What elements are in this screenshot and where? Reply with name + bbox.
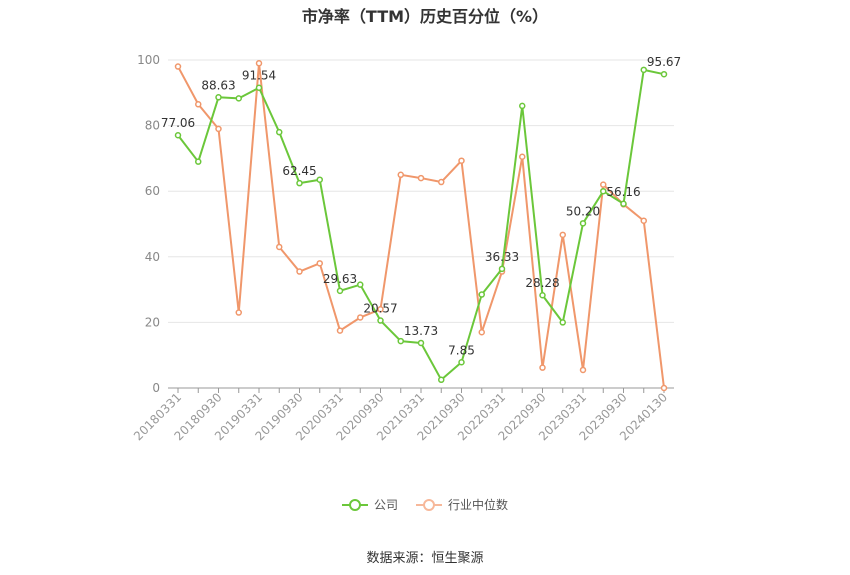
data-point xyxy=(195,158,202,165)
data-point xyxy=(417,339,425,347)
data-point xyxy=(174,131,182,139)
data-point xyxy=(397,337,404,345)
data-label: 88.63 xyxy=(201,78,235,92)
data-label: 28.28 xyxy=(525,276,559,290)
line-chart: 0204060801002018033120180930201903312019… xyxy=(131,53,681,443)
data-point xyxy=(235,95,242,102)
data-point xyxy=(357,281,364,288)
data-point xyxy=(438,178,445,186)
legend-swatch-company xyxy=(341,498,368,512)
y-tick-label: 60 xyxy=(145,184,160,198)
data-label: 29.63 xyxy=(323,272,357,286)
data-label: 91.54 xyxy=(242,69,276,83)
data-point xyxy=(640,217,647,224)
data-point xyxy=(235,309,242,316)
legend-swatch-industry-median xyxy=(416,498,442,512)
data-point xyxy=(539,364,546,371)
data-point xyxy=(498,265,506,273)
y-tick-label: 80 xyxy=(145,119,160,133)
data-point xyxy=(255,60,263,67)
data-point xyxy=(336,327,344,334)
data-point xyxy=(660,70,668,78)
data-point xyxy=(276,243,283,251)
series-line-1 xyxy=(177,62,665,389)
legend-item-industry-median[interactable]: 行业中位数 xyxy=(416,496,508,513)
data-point xyxy=(215,94,222,101)
data-label: 77.06 xyxy=(161,116,195,130)
y-tick-label: 40 xyxy=(145,250,160,264)
data-point xyxy=(296,179,303,187)
data-label: 7.85 xyxy=(448,343,475,357)
data-label: 56.16 xyxy=(606,185,640,199)
data-point xyxy=(539,291,546,299)
data-label: 20.57 xyxy=(363,302,397,316)
data-point xyxy=(336,287,344,295)
data-point xyxy=(255,84,263,91)
data-point xyxy=(600,181,607,188)
legend-label-industry-median: 行业中位数 xyxy=(448,498,509,512)
data-point xyxy=(640,66,647,74)
data-label: 62.45 xyxy=(282,164,316,178)
data-label: 50.20 xyxy=(566,204,600,218)
data-point xyxy=(600,187,607,195)
data-label: 36.33 xyxy=(485,250,519,264)
data-point xyxy=(519,153,526,161)
legend-item-company[interactable]: 公司 xyxy=(341,496,398,513)
chart-title: 市净率（TTM）历史百分位（%） xyxy=(301,7,549,26)
data-point xyxy=(316,260,323,267)
chart-legend[interactable]: 公司 行业中位数 xyxy=(0,496,850,513)
data-point xyxy=(276,128,283,136)
data-point xyxy=(458,157,465,164)
data-label: 95.67 xyxy=(647,55,681,69)
data-point xyxy=(478,328,485,336)
data-point xyxy=(174,63,182,70)
data-point xyxy=(660,384,668,392)
data-point xyxy=(438,376,445,384)
data-point xyxy=(377,306,384,313)
data-label: 13.73 xyxy=(404,324,438,338)
data-point xyxy=(215,125,222,133)
data-point xyxy=(579,366,587,374)
data-point xyxy=(195,101,202,108)
data-point xyxy=(357,314,364,321)
data-point xyxy=(316,176,323,183)
y-tick-label: 0 xyxy=(152,381,160,395)
data-point xyxy=(620,200,627,208)
data-point xyxy=(519,102,526,110)
data-point xyxy=(417,174,425,182)
data-point xyxy=(296,268,303,275)
data-source: 数据来源：恒生聚源 xyxy=(366,551,484,566)
data-point xyxy=(559,319,566,326)
data-point xyxy=(377,317,384,324)
legend-label-company: 公司 xyxy=(373,498,398,512)
data-point xyxy=(458,359,465,366)
y-tick-label: 20 xyxy=(145,315,160,329)
data-point xyxy=(397,171,404,179)
data-point xyxy=(579,220,587,227)
data-point xyxy=(478,291,485,298)
y-tick-label: 100 xyxy=(137,53,160,67)
data-point xyxy=(559,231,566,239)
